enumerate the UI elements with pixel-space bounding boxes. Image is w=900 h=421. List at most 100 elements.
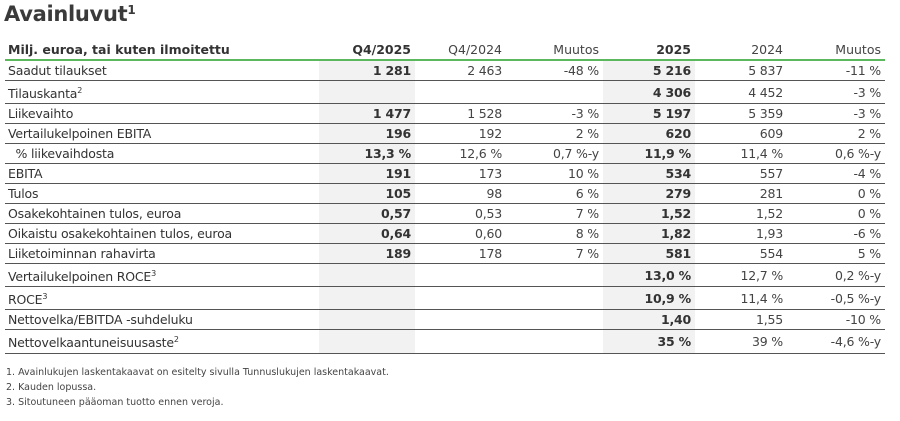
cell-change-year: -6 % xyxy=(787,223,885,245)
row-label: Vertailukelpoinen ROCE3 xyxy=(5,263,319,288)
footnote-ref: 2 xyxy=(77,86,83,95)
table-row: Liiketoiminnan rahavirta 189 178 7 % 581 554 5… xyxy=(5,243,885,265)
row-label: Liikevaihto xyxy=(5,103,319,125)
table-row: Saadut tilaukset 1 281 2 463 -48 % 5 216 5 83… xyxy=(5,60,885,81)
cell-2024: 609 xyxy=(695,123,787,145)
row-label: % liikevaihdosta xyxy=(5,143,319,165)
row-label: Osakekohtainen tulos, euroa xyxy=(5,203,319,225)
row-label-text: Liikevaihto xyxy=(8,106,74,122)
row-label-text: Oikaistu osakekohtainen tulos, euroa xyxy=(8,226,232,242)
cell-change-quarter: 7 % xyxy=(506,243,603,265)
cell-change-year: -3 % xyxy=(787,103,885,125)
footnote-3: 3. Sitoutuneen pääoman tuotto ennen vero… xyxy=(6,397,224,408)
row-label-text: Nettovelkaantuneisuusaste xyxy=(8,335,174,351)
cell-q4-2024: 1 528 xyxy=(415,103,506,125)
cell-change-quarter: 10 % xyxy=(506,163,603,185)
row-label: EBITA xyxy=(5,163,319,185)
cell-2024: 281 xyxy=(695,183,787,205)
cell-change-year: 0,6 %-y xyxy=(787,143,885,165)
cell-change-year: 0,2 %-y xyxy=(787,263,885,288)
cell-change-year: 0 % xyxy=(787,203,885,225)
row-label: ROCE3 xyxy=(5,286,319,311)
table-row: Osakekohtainen tulos, euroa 0,57 0,53 7 % 1,… xyxy=(5,203,885,225)
cell-change-quarter: 2 % xyxy=(506,123,603,145)
cell-q4-2024 xyxy=(415,80,506,105)
cell-change-quarter: 7 % xyxy=(506,203,603,225)
cell-q4-2025: 196 xyxy=(319,123,415,145)
table-row: Tulos 105 98 6 % 279 281 0 % xyxy=(5,183,885,205)
cell-change-quarter: -3 % xyxy=(506,103,603,125)
cell-q4-2025: 1 281 xyxy=(319,60,415,81)
row-label-text: % liikevaihdosta xyxy=(8,146,115,162)
table-row: Liikevaihto 1 477 1 528 -3 % 5 197 5 359 -3 % xyxy=(5,103,885,125)
cell-2025: 279 xyxy=(603,183,695,205)
footnote-ref: 3 xyxy=(42,292,48,302)
table-header-row: Milj. euroa, tai kuten ilmoitettu Q4/202… xyxy=(5,40,885,61)
cell-q4-2024 xyxy=(415,286,506,311)
cell-2024: 11,4 % xyxy=(695,143,787,165)
cell-2025: 10,9 % xyxy=(603,286,695,311)
page-title: Avainluvut1 xyxy=(4,2,136,26)
row-label-text: EBITA xyxy=(8,166,43,182)
cell-q4-2025 xyxy=(319,309,415,331)
cell-q4-2025: 13,3 % xyxy=(319,143,415,165)
row-label-text: Osakekohtainen tulos, euroa xyxy=(8,206,182,222)
cell-change-year: -3 % xyxy=(787,80,885,105)
cell-2025: 1,40 xyxy=(603,309,695,331)
footnote-ref: 3 xyxy=(151,269,157,279)
cell-q4-2025: 0,57 xyxy=(319,203,415,225)
cell-q4-2025: 105 xyxy=(319,183,415,205)
cell-q4-2024: 98 xyxy=(415,183,506,205)
cell-2025: 534 xyxy=(603,163,695,185)
row-label: Nettovelka/EBITDA -suhdeluku xyxy=(5,309,319,331)
header-label: Milj. euroa, tai kuten ilmoitettu xyxy=(5,40,319,61)
row-label: Oikaistu osakekohtainen tulos, euroa xyxy=(5,223,319,245)
header-q4-2024: Q4/2024 xyxy=(415,40,506,61)
key-figures-table: Milj. euroa, tai kuten ilmoitettu Q4/202… xyxy=(5,40,885,354)
cell-change-year: 0 % xyxy=(787,183,885,205)
cell-2024: 5 837 xyxy=(695,60,787,81)
table-row: Tilauskanta2 4 306 4 452 -3 % xyxy=(5,80,885,105)
cell-2024: 1,93 xyxy=(695,223,787,245)
row-label-text: Liiketoiminnan rahavirta xyxy=(8,246,156,262)
cell-q4-2024 xyxy=(415,263,506,288)
cell-2024: 12,7 % xyxy=(695,263,787,288)
cell-2025: 5 197 xyxy=(603,103,695,125)
cell-2024: 5 359 xyxy=(695,103,787,125)
row-label-text: Saadut tilaukset xyxy=(8,63,107,78)
cell-2025: 35 % xyxy=(603,329,695,354)
row-label: Liiketoiminnan rahavirta xyxy=(5,243,319,265)
table-row: ROCE3 10,9 % 11,4 % -0,5 %-y xyxy=(5,286,885,311)
cell-q4-2025: 191 xyxy=(319,163,415,185)
cell-change-quarter xyxy=(506,263,603,288)
cell-change-quarter xyxy=(506,309,603,331)
title-footnote-ref: 1 xyxy=(127,3,136,17)
table-row: EBITA 191 173 10 % 534 557 -4 % xyxy=(5,163,885,185)
row-label: Vertailukelpoinen EBITA xyxy=(5,123,319,145)
table-row: % liikevaihdosta 13,3 % 12,6 % 0,7 %-y 11,9 … xyxy=(5,143,885,165)
title-text: Avainluvut xyxy=(4,2,128,26)
footnote-2: 2. Kauden lopussa. xyxy=(6,382,97,393)
row-label: Tilauskanta2 xyxy=(5,80,319,105)
table-row: Nettovelkaantuneisuusaste2 35 % 39 % -4,6 %… xyxy=(5,329,885,354)
cell-2025: 13,0 % xyxy=(603,263,695,288)
cell-2024: 11,4 % xyxy=(695,286,787,311)
cell-q4-2024 xyxy=(415,309,506,331)
cell-q4-2024: 0,60 xyxy=(415,223,506,245)
cell-2025: 1,52 xyxy=(603,203,695,225)
cell-2025: 1,82 xyxy=(603,223,695,245)
cell-change-year: -11 % xyxy=(787,60,885,81)
cell-change-year: -4 % xyxy=(787,163,885,185)
row-label: Nettovelkaantuneisuusaste2 xyxy=(5,329,319,354)
cell-q4-2025: 189 xyxy=(319,243,415,265)
row-label-text: Tilauskanta xyxy=(8,86,78,102)
cell-q4-2025 xyxy=(319,286,415,311)
cell-change-quarter xyxy=(506,329,603,354)
cell-2024: 1,52 xyxy=(695,203,787,225)
row-label-text: ROCE xyxy=(8,292,43,308)
header-2024: 2024 xyxy=(695,40,787,61)
table-row: Oikaistu osakekohtainen tulos, euroa 0,64… xyxy=(5,223,885,245)
row-label-text: Vertailukelpoinen EBITA xyxy=(8,126,152,142)
cell-change-year: -4,6 %-y xyxy=(787,329,885,354)
cell-2024: 39 % xyxy=(695,329,787,354)
